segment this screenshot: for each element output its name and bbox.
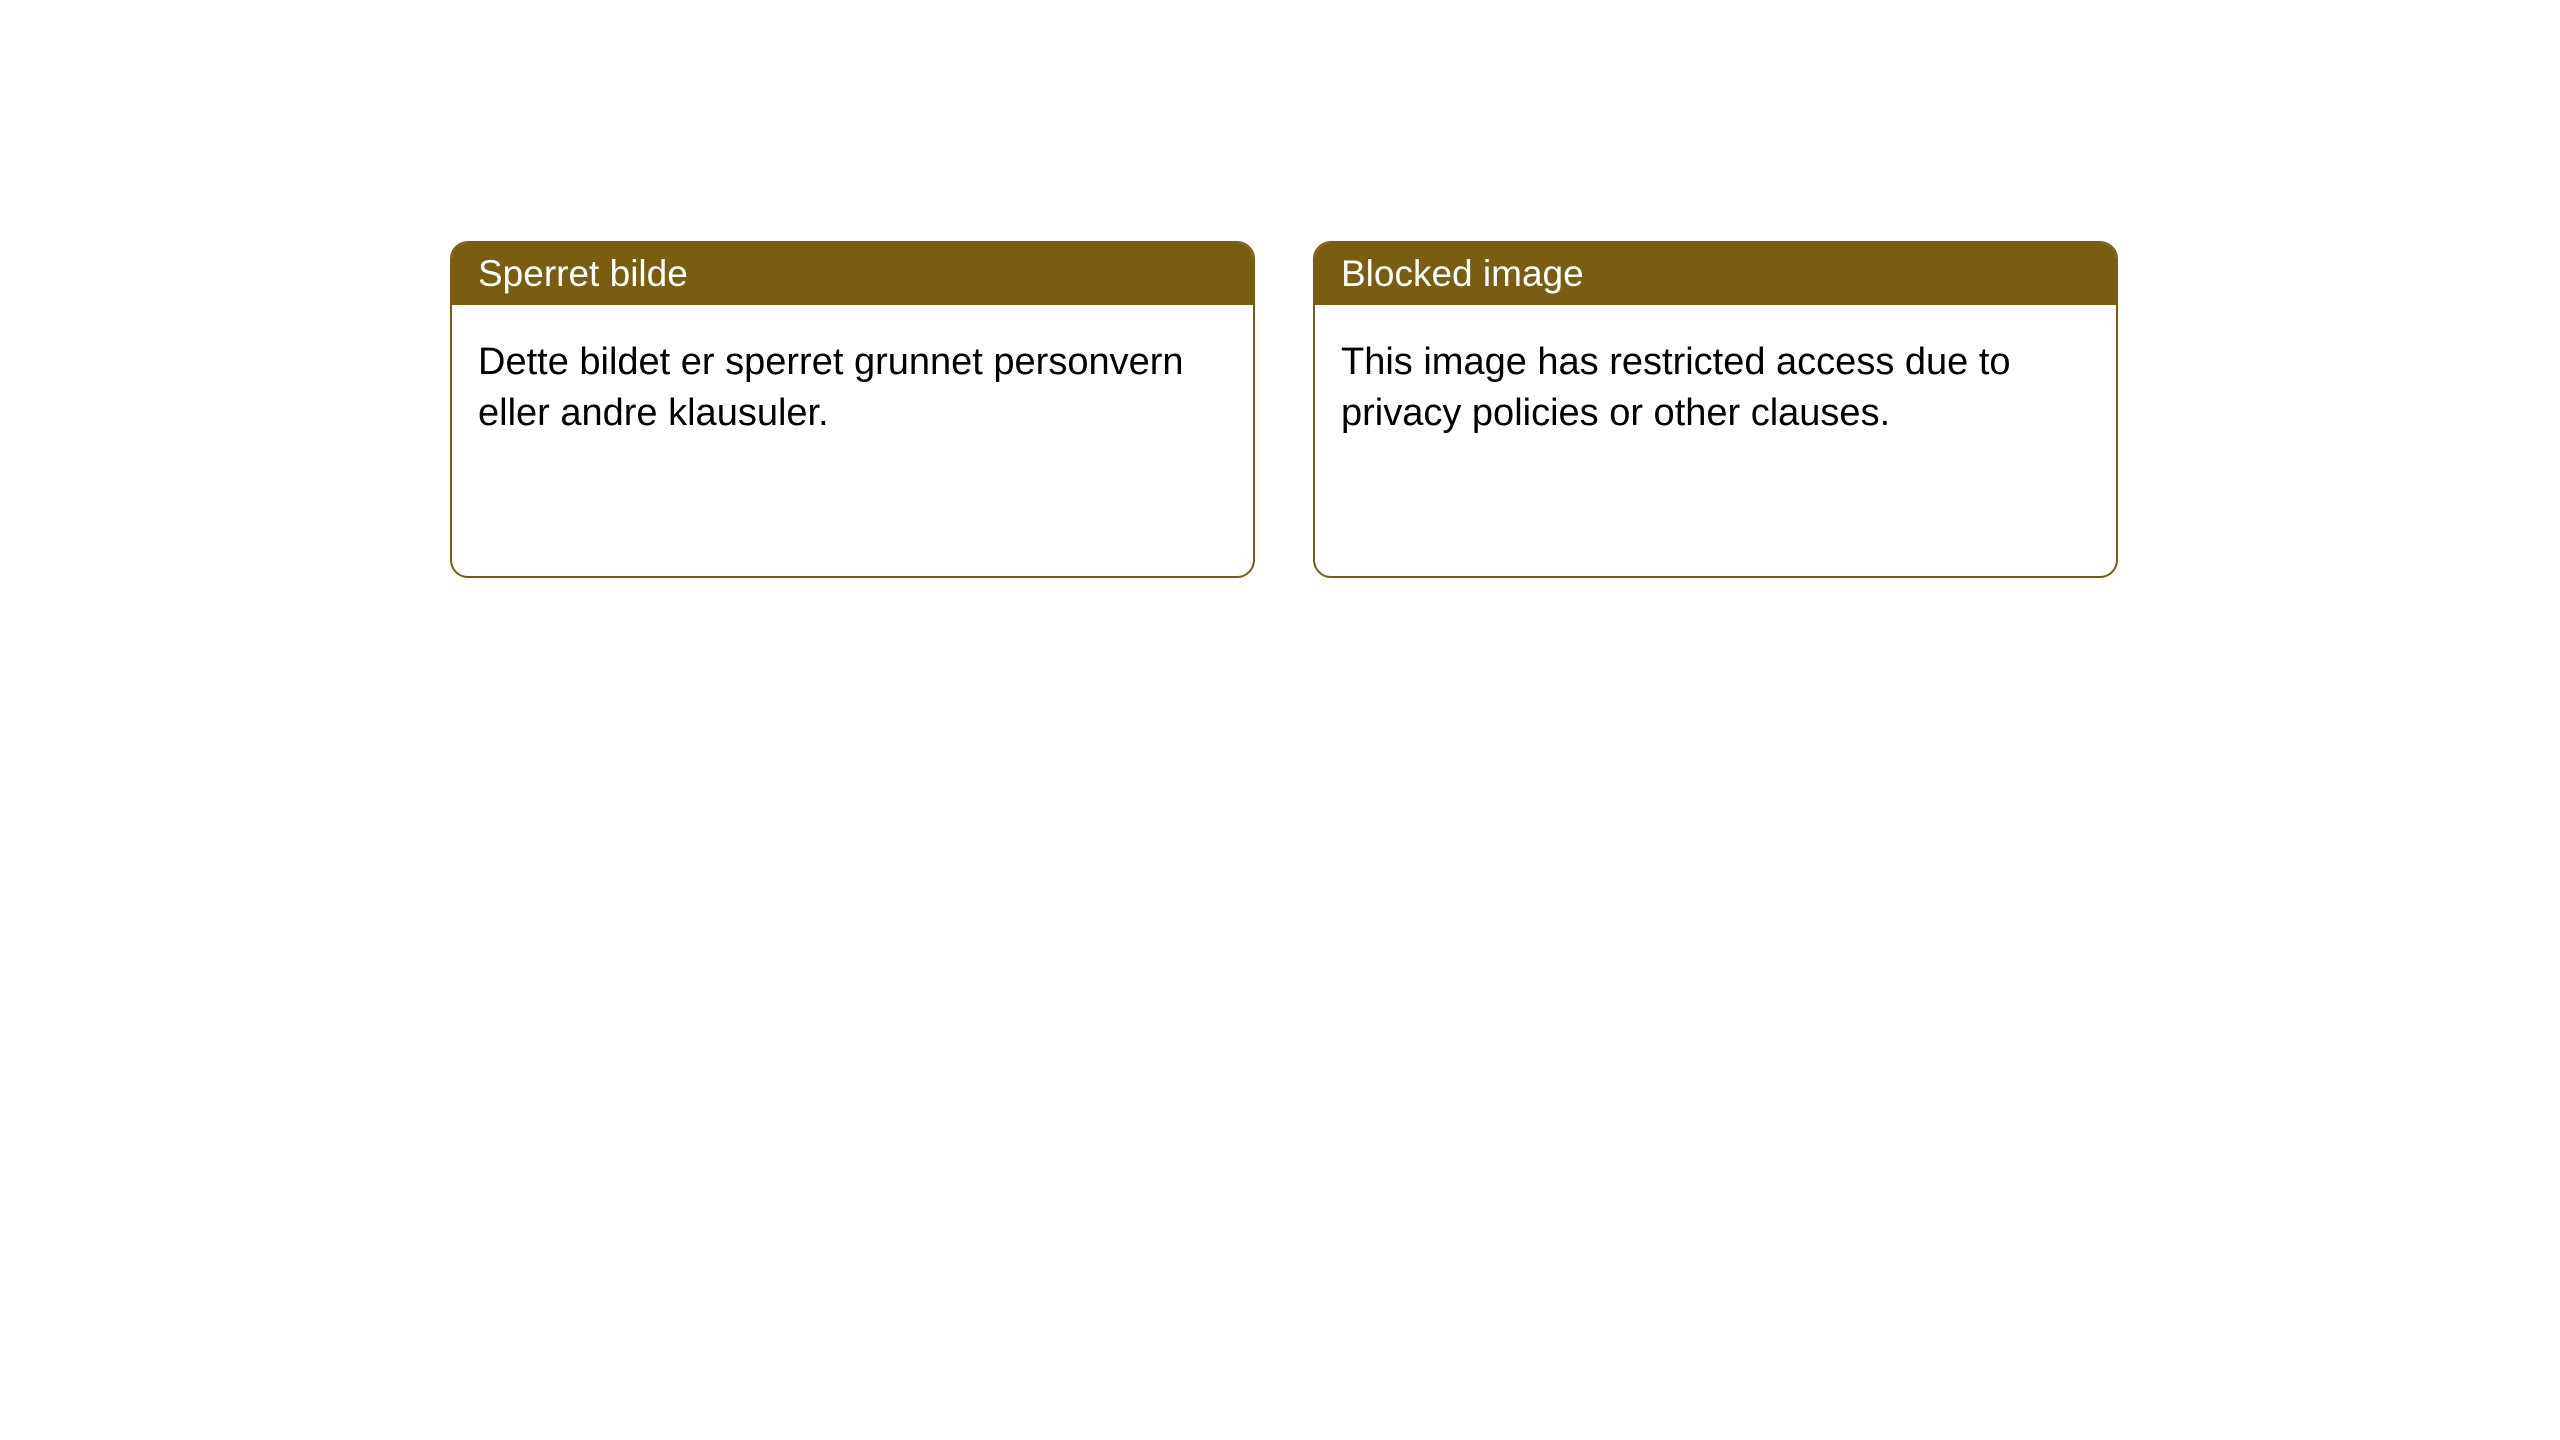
notice-header: Blocked image <box>1315 243 2116 305</box>
notice-body-text: This image has restricted access due to … <box>1341 341 2011 434</box>
notice-body: This image has restricted access due to … <box>1315 305 2116 472</box>
notice-container: Sperret bilde Dette bildet er sperret gr… <box>0 0 2560 578</box>
notice-title: Blocked image <box>1341 253 1584 294</box>
notice-body: Dette bildet er sperret grunnet personve… <box>452 305 1253 472</box>
notice-body-text: Dette bildet er sperret grunnet personve… <box>478 341 1184 434</box>
notice-box-english: Blocked image This image has restricted … <box>1313 241 2118 578</box>
notice-title: Sperret bilde <box>478 253 688 294</box>
notice-box-norwegian: Sperret bilde Dette bildet er sperret gr… <box>450 241 1255 578</box>
notice-header: Sperret bilde <box>452 243 1253 305</box>
